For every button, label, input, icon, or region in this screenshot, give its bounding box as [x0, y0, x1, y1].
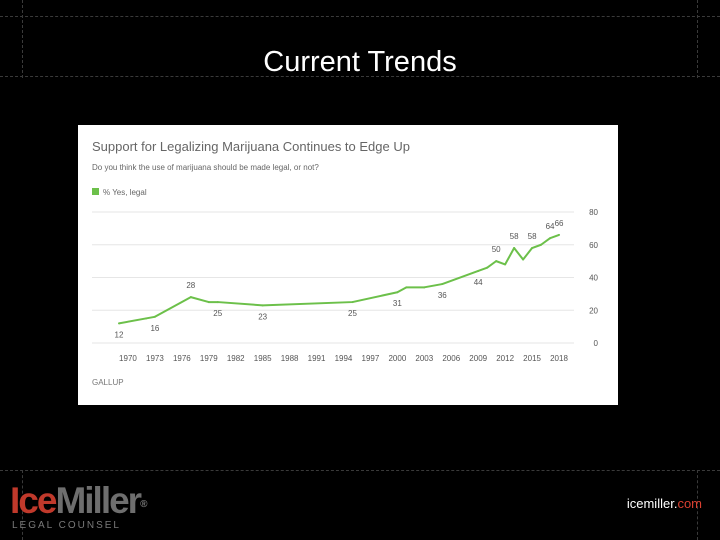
data-point — [495, 260, 498, 263]
x-tick-label-2015: 2015 — [523, 354, 541, 363]
frame-line-footer-left — [22, 470, 23, 540]
frame-line-top — [0, 16, 720, 17]
series-line-0 — [118, 233, 560, 325]
x-tick-label-1976: 1976 — [173, 354, 191, 363]
x-tick-label-2006: 2006 — [442, 354, 460, 363]
legend-label: % Yes, legal — [103, 188, 147, 197]
frame-line-title-bottom — [0, 76, 720, 77]
logo-miller: Miller — [55, 480, 142, 521]
chart-title: Support for Legalizing Marijuana Continu… — [92, 139, 410, 154]
data-label: 36 — [438, 291, 447, 300]
x-tick-label-1982: 1982 — [227, 354, 245, 363]
x-tick-label-1997: 1997 — [362, 354, 380, 363]
frame-line-footer-top — [0, 470, 720, 471]
y-tick-label-60: 60 — [589, 241, 598, 250]
data-point — [423, 286, 426, 289]
line-chart: Support for Legalizing Marijuana Continu… — [92, 139, 599, 387]
website-name: icemiller. — [626, 496, 678, 511]
data-point — [540, 243, 543, 246]
data-point — [189, 296, 192, 299]
data-label: 31 — [393, 299, 402, 308]
data-label: 28 — [186, 281, 195, 290]
data-point — [549, 237, 552, 240]
frame-line-right — [697, 0, 698, 78]
data-label: 66 — [555, 219, 564, 228]
data-label: 25 — [213, 309, 222, 318]
x-tick-label-1973: 1973 — [146, 354, 164, 363]
data-label: 23 — [258, 312, 267, 321]
website-tld: com — [677, 496, 702, 511]
chart-source: GALLUP — [92, 378, 124, 387]
x-tick-label-2003: 2003 — [415, 354, 433, 363]
chart-subtitle: Do you think the use of marijuana should… — [92, 163, 319, 172]
x-tick-label-2018: 2018 — [550, 354, 568, 363]
x-tick-label-2012: 2012 — [496, 354, 514, 363]
data-label: 58 — [510, 232, 519, 241]
slide-title: Current Trends — [263, 46, 457, 78]
data-point — [477, 269, 480, 272]
legend-swatch — [92, 188, 99, 195]
logo-wordmark: IceMiller® — [10, 480, 148, 521]
frame-line-footer-right — [697, 470, 698, 540]
logo-registered-mark: ® — [140, 499, 148, 510]
y-tick-label-40: 40 — [589, 274, 598, 283]
data-point — [531, 247, 534, 250]
data-point — [558, 233, 561, 236]
data-point — [153, 315, 156, 318]
data-label: 25 — [348, 309, 357, 318]
y-tick-label-20: 20 — [589, 306, 598, 315]
x-tick-label-1991: 1991 — [308, 354, 326, 363]
data-label: 58 — [528, 232, 537, 241]
data-point — [522, 258, 525, 261]
x-tick-label-1985: 1985 — [254, 354, 272, 363]
data-point — [117, 322, 120, 325]
data-point — [504, 263, 507, 266]
y-tick-label-80: 80 — [589, 208, 598, 217]
data-label: 12 — [115, 330, 124, 339]
logo-ice: Ice — [10, 480, 57, 521]
data-point — [513, 247, 516, 250]
x-tick-label-1988: 1988 — [281, 354, 299, 363]
chart-panel: Support for Legalizing Marijuana Continu… — [78, 125, 618, 405]
y-tick-label-0: 0 — [594, 339, 599, 348]
frame-line-left — [22, 0, 23, 78]
website-link[interactable]: icemiller.com — [627, 496, 702, 511]
data-label: 50 — [492, 245, 501, 254]
x-tick-label-2000: 2000 — [388, 354, 406, 363]
data-label: 44 — [474, 278, 483, 287]
data-point — [405, 286, 408, 289]
data-point — [261, 304, 264, 307]
data-label: 16 — [150, 324, 159, 333]
x-tick-label-1970: 1970 — [119, 354, 137, 363]
data-label: 64 — [546, 222, 555, 231]
x-tick-label-1994: 1994 — [335, 354, 353, 363]
data-point — [216, 301, 219, 304]
x-tick-label-2009: 2009 — [469, 354, 487, 363]
logo-subtitle: LEGAL COUNSEL — [12, 520, 121, 531]
data-point — [441, 283, 444, 286]
data-point — [396, 291, 399, 294]
data-point — [144, 317, 147, 320]
data-point — [351, 301, 354, 304]
x-tick-label-1979: 1979 — [200, 354, 218, 363]
icemiller-logo: IceMiller® LEGAL COUNSEL — [10, 480, 148, 532]
data-point — [207, 301, 210, 304]
data-point — [486, 266, 489, 269]
